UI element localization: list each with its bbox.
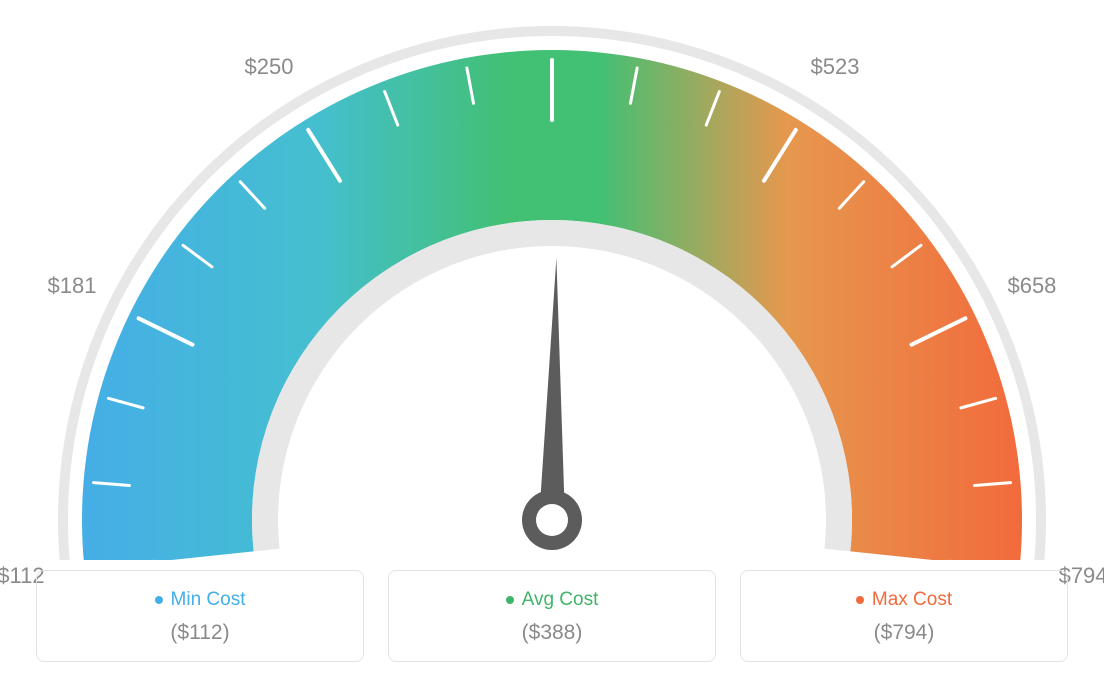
gauge-tick-label: $523 (810, 54, 859, 80)
gauge-tick-label: $181 (48, 273, 97, 299)
legend-label-min: Min Cost (171, 589, 246, 611)
legend-title-avg: Avg Cost (506, 589, 599, 611)
legend-title-min: Min Cost (155, 589, 246, 611)
legend-label-max: Max Cost (872, 589, 952, 611)
legend-title-max: Max Cost (856, 589, 952, 611)
legend-box-min: Min Cost ($112) (36, 570, 364, 662)
legend-value-avg: ($388) (399, 621, 705, 645)
legend-box-avg: Avg Cost ($388) (388, 570, 716, 662)
gauge-tick-label: $250 (245, 54, 294, 80)
gauge-svg (0, 0, 1104, 560)
gauge-area: $112$181$250$388$523$658$794 (0, 0, 1104, 560)
legend-dot-min (155, 596, 163, 604)
legend-dot-max (856, 596, 864, 604)
legend-label-avg: Avg Cost (522, 589, 599, 611)
legend-row: Min Cost ($112) Avg Cost ($388) Max Cost… (36, 570, 1068, 662)
legend-box-max: Max Cost ($794) (740, 570, 1068, 662)
cost-gauge-chart: $112$181$250$388$523$658$794 Min Cost ($… (0, 0, 1104, 690)
legend-dot-avg (506, 596, 514, 604)
legend-value-min: ($112) (47, 621, 353, 645)
gauge-tick-label: $658 (1007, 273, 1056, 299)
legend-value-max: ($794) (751, 621, 1057, 645)
